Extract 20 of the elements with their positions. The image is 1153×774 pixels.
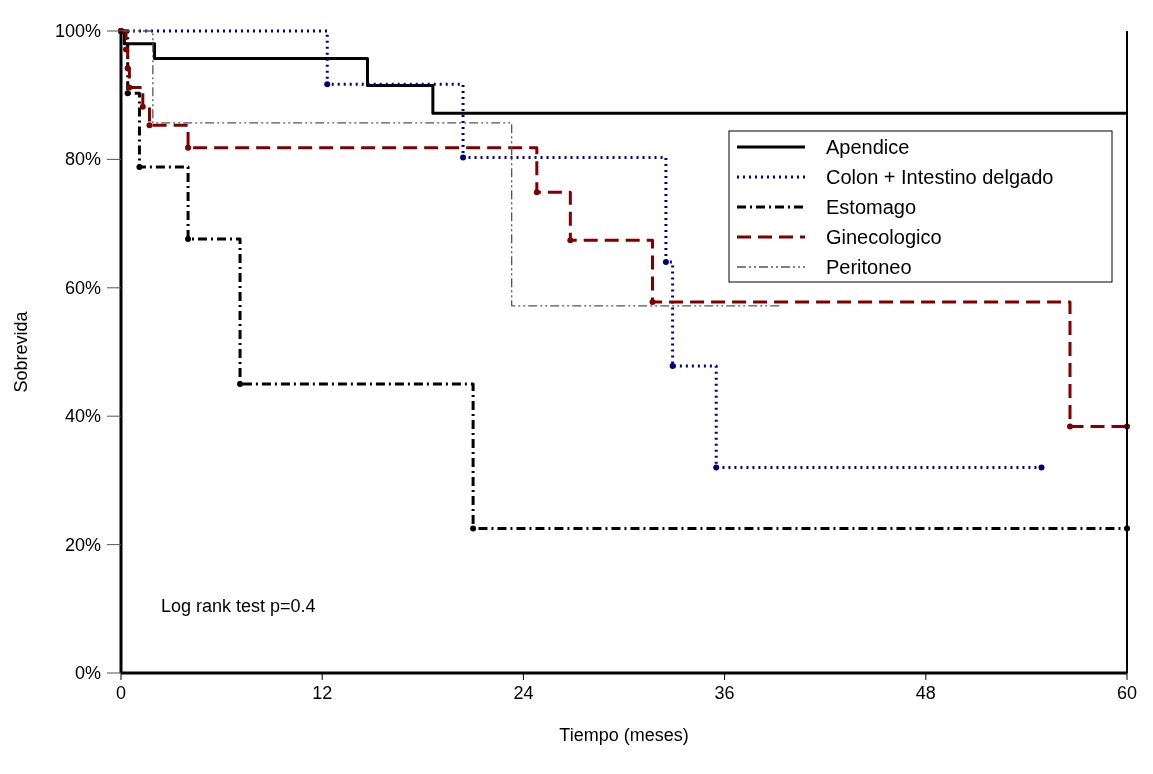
x-tick-label: 48 <box>915 683 936 703</box>
x-tick-label: 36 <box>714 683 735 703</box>
x-tick-label: 12 <box>312 683 333 703</box>
legend-label: Colon + Intestino delgado <box>826 166 1054 188</box>
legend-label: Ginecologico <box>826 226 942 248</box>
x-axis-title: Tiempo (meses) <box>559 725 689 745</box>
legend-label: Estomago <box>826 196 917 218</box>
y-tick-label: 40% <box>64 406 101 427</box>
y-tick-label: 100% <box>54 21 101 41</box>
y-tick-label: 20% <box>64 534 101 555</box>
annotation: Log rank test p=0.4 <box>161 596 316 616</box>
y-tick-label: 0% <box>74 663 101 683</box>
x-tick-label: 24 <box>513 683 534 703</box>
x-tick-label: 0 <box>115 683 127 703</box>
legend-label: Peritoneo <box>826 256 912 278</box>
y-tick-label: 80% <box>64 149 101 170</box>
x-tick-label: 60 <box>1116 683 1138 703</box>
y-axis-title: Sobrevida <box>11 310 31 393</box>
y-tick-label: 60% <box>64 277 101 298</box>
legend-label: Apendice <box>826 136 910 158</box>
